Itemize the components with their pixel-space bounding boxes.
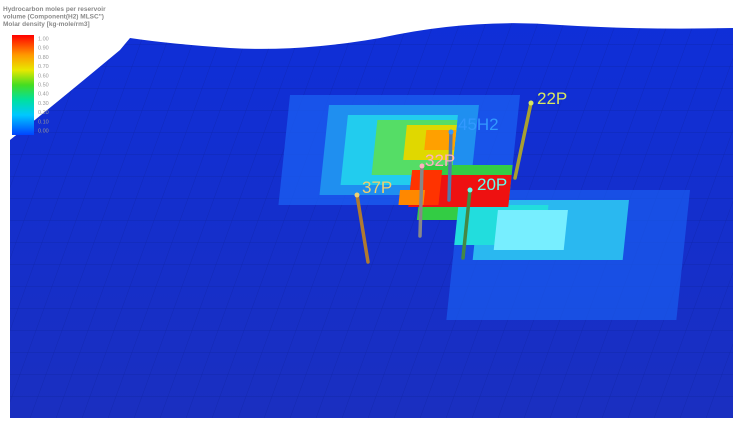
well-label: 37P	[362, 178, 392, 197]
well-head	[468, 188, 473, 193]
legend-tick: 0.00	[38, 128, 49, 134]
well-label: 45H2	[458, 115, 499, 134]
well-label: 22P	[537, 89, 567, 108]
legend-tick: 0.20	[38, 110, 49, 116]
legend-tick: 0.80	[38, 55, 49, 61]
legend-tick: 0.60	[38, 73, 49, 79]
well-head	[449, 130, 454, 135]
color-bar	[12, 35, 34, 135]
well-head	[355, 193, 360, 198]
legend-tick: 0.50	[38, 82, 49, 88]
legend-tick: 0.30	[38, 101, 49, 107]
well-trajectory	[420, 166, 422, 236]
legend-tick: 0.40	[38, 92, 49, 98]
well-label: 32P	[425, 151, 455, 170]
reservoir-view: Hydrocarbon moles per reservoirvolume (C…	[0, 0, 733, 428]
legend-tick: 0.90	[38, 46, 49, 52]
legend-title: Hydrocarbon moles per reservoir	[3, 6, 106, 13]
well-label: 20P	[477, 175, 507, 194]
legend-tick: 0.70	[38, 64, 49, 70]
legend-tick: 0.10	[38, 119, 49, 125]
legend-title: Molar density [kg-mole/rm3]	[3, 21, 90, 28]
legend-tick: 1.00	[38, 36, 49, 42]
well-head	[529, 101, 534, 106]
well-head	[420, 164, 425, 169]
legend-title: volume (Component(H2) MLSC")	[3, 14, 104, 21]
